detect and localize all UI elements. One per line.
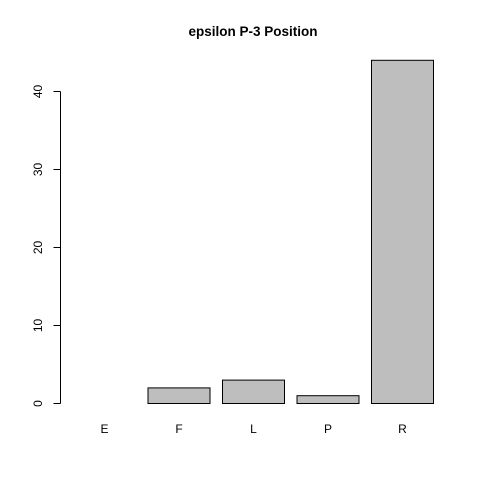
- x-tick-label: P: [324, 422, 332, 436]
- bar-f: [147, 387, 211, 404]
- x-tick-label: E: [100, 422, 108, 436]
- y-axis: 0 10 20 30 40: [31, 85, 61, 407]
- x-tick-label: F: [175, 422, 182, 436]
- y-tick-label: 20: [31, 241, 45, 255]
- bar-p: [296, 395, 360, 405]
- y-tick-label: 30: [31, 163, 45, 177]
- y-tick-label: 40: [31, 85, 45, 99]
- chart-title: epsilon P-3 Position: [188, 24, 317, 39]
- bar-l: [222, 379, 285, 405]
- x-tick-label: R: [398, 422, 407, 436]
- bar-r: [371, 59, 434, 405]
- bars: [147, 59, 434, 405]
- y-tick-label: 10: [31, 319, 45, 333]
- x-tick-label: L: [250, 422, 257, 436]
- y-tick-label: 0: [31, 400, 45, 407]
